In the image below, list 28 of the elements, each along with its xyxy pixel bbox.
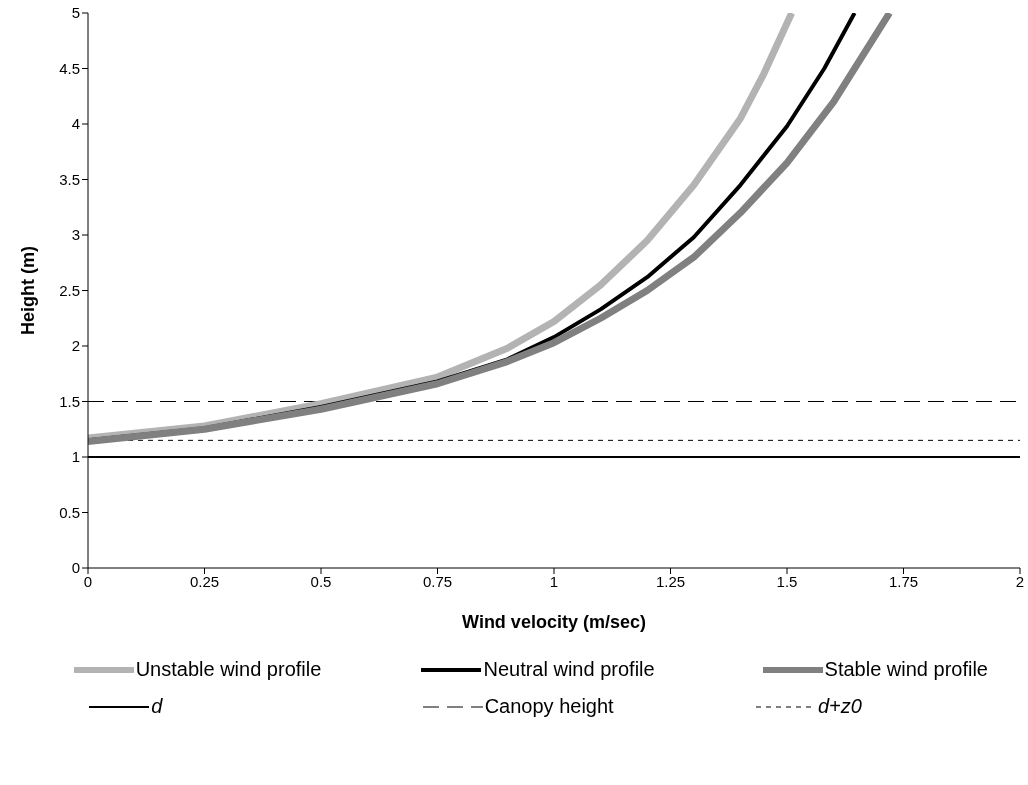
legend-label: d+z0 <box>818 695 863 718</box>
y-tick-label: 1.5 <box>59 392 80 410</box>
y-tick-label: 2 <box>71 337 80 355</box>
x-tick-label: 0.5 <box>310 572 332 590</box>
x-axis-title: Wind velocity (m/sec) <box>462 612 646 632</box>
legend-label: d <box>151 695 164 718</box>
x-tick-label: 1.75 <box>888 572 919 590</box>
legend-label: Neutral wind profile <box>483 658 655 681</box>
y-axis-title: Height (m) <box>18 246 39 335</box>
y-tick-label: 0.5 <box>59 503 80 521</box>
y-tick-label: 0 <box>71 559 80 577</box>
x-tick-label: 2 <box>1015 572 1025 590</box>
y-tick-label: 5 <box>71 4 80 22</box>
legend-label: Stable wind profile <box>824 658 988 681</box>
x-tick-label: 1.25 <box>655 572 686 590</box>
y-tick-label: 4.5 <box>59 59 80 77</box>
x-tick-label: 1.5 <box>776 572 798 590</box>
legend-label: Canopy height <box>484 695 615 718</box>
y-tick-label: 4 <box>71 115 80 133</box>
legend-label: Unstable wind profile <box>135 658 322 681</box>
y-tick-label: 1 <box>71 448 80 466</box>
x-tick-label: 0.75 <box>422 572 453 590</box>
x-tick-label: 0 <box>83 572 93 590</box>
x-tick-label: 0.25 <box>189 572 220 590</box>
y-tick-label: 3 <box>71 226 80 244</box>
x-tick-label: 1 <box>549 572 559 590</box>
y-tick-label: 2.5 <box>59 281 80 299</box>
y-tick-label: 3.5 <box>59 170 80 188</box>
